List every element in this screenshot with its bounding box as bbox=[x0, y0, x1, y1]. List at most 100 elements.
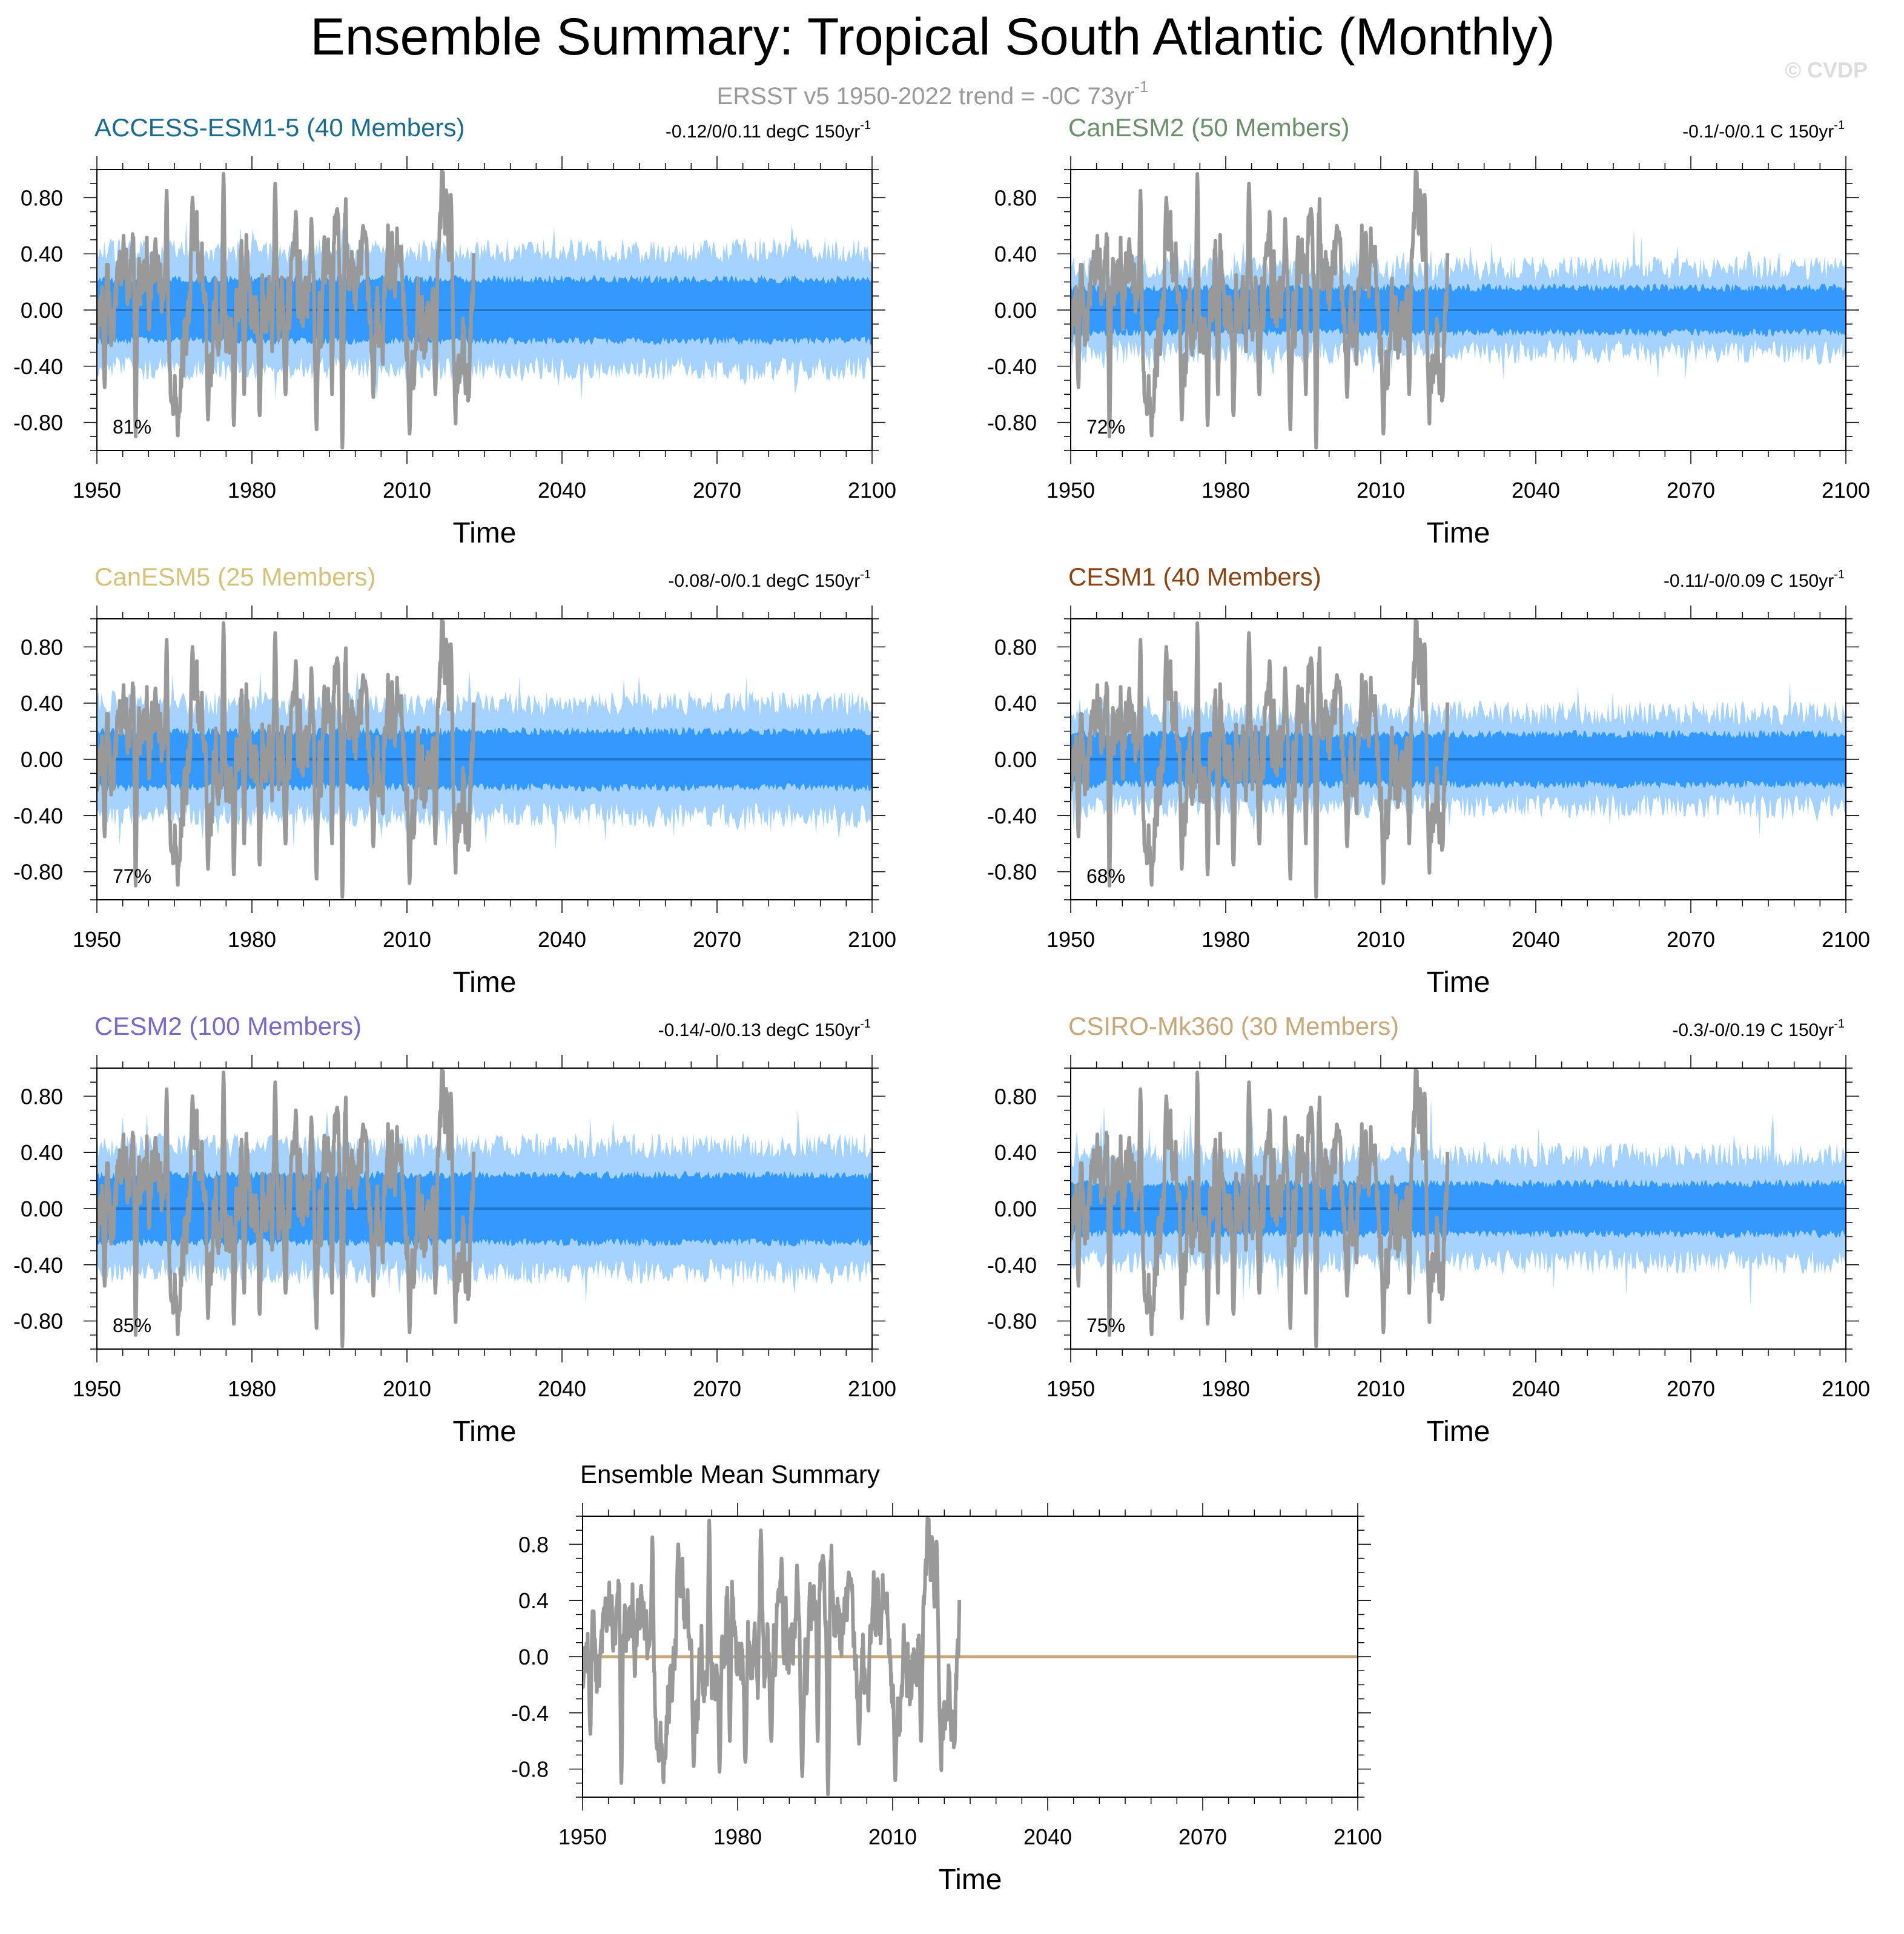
y-tick-label: 0.40 bbox=[994, 691, 1037, 716]
plot-area bbox=[1071, 619, 1846, 899]
figure-title: Ensemble Summary: Tropical South Atlanti… bbox=[310, 8, 1555, 66]
x-axis-label: Time bbox=[1427, 1416, 1490, 1448]
y-tick-label: 0.00 bbox=[21, 1196, 63, 1221]
panel-title: Ensemble Mean Summary bbox=[580, 1460, 880, 1488]
x-tick-label: 1980 bbox=[1202, 927, 1250, 952]
chart-panel: 0.80 0.40 0.00 -0.40 -0.80 1950 1980 2010 2040 20… bbox=[987, 1012, 1870, 1448]
percent-label: 75% bbox=[1086, 1315, 1125, 1336]
x-tick-label: 2070 bbox=[693, 927, 741, 952]
y-tick-label: 0.00 bbox=[994, 298, 1037, 323]
x-tick-label: 1980 bbox=[228, 927, 276, 952]
trend-label: -0.1/-0/0.1 C 150yr-1 bbox=[1682, 119, 1845, 142]
percent-label: 72% bbox=[1086, 416, 1125, 438]
x-tick-label: 1950 bbox=[1046, 927, 1095, 952]
y-tick-label: -0.40 bbox=[13, 1253, 63, 1278]
y-tick-label: 0.4 bbox=[518, 1588, 549, 1613]
x-axis-label: Time bbox=[453, 517, 517, 549]
percent-label: 85% bbox=[113, 1315, 151, 1336]
y-tick-label: 0.80 bbox=[994, 1084, 1037, 1109]
percent-label: 68% bbox=[1086, 865, 1125, 887]
y-tick-label: -0.40 bbox=[13, 804, 63, 828]
subtitle-text: ERSST v5 1950-2022 trend = -0C 73yr bbox=[717, 83, 1135, 110]
x-tick-label: 1980 bbox=[228, 478, 276, 503]
x-tick-label: 2040 bbox=[1023, 1824, 1072, 1849]
observed-series-line bbox=[1071, 619, 1450, 899]
y-tick-label: 0.40 bbox=[21, 691, 63, 716]
plot-area bbox=[1071, 1068, 1846, 1348]
y-tick-label: 0.00 bbox=[21, 747, 63, 772]
x-axis-label: Time bbox=[453, 1416, 517, 1448]
x-tick-label: 2070 bbox=[1667, 1376, 1715, 1401]
y-tick-label: 0.80 bbox=[994, 185, 1037, 210]
x-axis-label: Time bbox=[453, 966, 517, 998]
x-tick-label: 2100 bbox=[1822, 927, 1870, 952]
y-tick-label: 0.00 bbox=[994, 747, 1037, 772]
x-tick-label: 2070 bbox=[693, 1376, 741, 1401]
y-tick-label: -0.80 bbox=[987, 1309, 1037, 1334]
x-tick-label: 1980 bbox=[1202, 478, 1250, 503]
x-tick-label: 2100 bbox=[1334, 1824, 1382, 1849]
y-tick-label: 0.80 bbox=[21, 635, 63, 659]
x-tick-label: 2010 bbox=[1357, 1376, 1405, 1401]
panel-title: CSIRO-Mk360 (30 Members) bbox=[1068, 1012, 1399, 1040]
trend-label: -0.08/-0/0.1 degC 150yr-1 bbox=[668, 568, 871, 591]
x-tick-label: 2040 bbox=[538, 927, 586, 952]
y-tick-label: -0.40 bbox=[987, 804, 1037, 828]
plot-area bbox=[583, 1516, 1358, 1797]
x-tick-label: 2010 bbox=[383, 478, 431, 503]
x-tick-label: 2010 bbox=[383, 927, 431, 952]
y-tick-label: -0.40 bbox=[987, 1253, 1037, 1278]
plot-area bbox=[97, 1068, 872, 1348]
x-tick-label: 2010 bbox=[1357, 927, 1405, 952]
y-tick-label: -0.8 bbox=[511, 1757, 549, 1782]
trend-label: -0.12/0/0.11 degC 150yr-1 bbox=[666, 119, 871, 142]
x-tick-label: 2010 bbox=[868, 1824, 917, 1849]
y-tick-label: -0.80 bbox=[13, 1309, 63, 1334]
chart-panel: 0.80 0.40 0.00 -0.40 -0.80 1950 1980 2010 2040 20… bbox=[987, 563, 1870, 998]
x-axis-label: Time bbox=[939, 1864, 1002, 1896]
x-tick-label: 2100 bbox=[848, 1376, 896, 1401]
panel-title: CESM2 (100 Members) bbox=[94, 1012, 362, 1040]
x-tick-label: 2040 bbox=[538, 1376, 586, 1401]
trend-label: -0.14/-0/0.13 degC 150yr-1 bbox=[658, 1017, 871, 1040]
x-tick-label: 1950 bbox=[558, 1824, 607, 1849]
x-tick-label: 2010 bbox=[383, 1376, 431, 1401]
chart-panel: 0.80 0.40 0.00 -0.40 -0.80 1950 1980 2010 2040 20… bbox=[13, 563, 896, 998]
x-tick-label: 1950 bbox=[1046, 478, 1095, 503]
plot-area bbox=[97, 170, 872, 450]
x-tick-label: 2040 bbox=[1512, 927, 1560, 952]
figure-subtitle: ERSST v5 1950-2022 trend = -0C 73yr-1 bbox=[717, 78, 1149, 110]
x-tick-label: 2040 bbox=[1512, 1376, 1560, 1401]
x-tick-label: 1950 bbox=[73, 1376, 121, 1401]
subtitle-superscript: -1 bbox=[1134, 78, 1148, 96]
x-tick-label: 1950 bbox=[73, 927, 121, 952]
observed-series-line bbox=[583, 1516, 962, 1797]
x-tick-label: 2040 bbox=[1512, 478, 1560, 503]
observed-series-line bbox=[97, 170, 476, 450]
observed-series-line bbox=[97, 1068, 476, 1348]
y-tick-label: 0.80 bbox=[21, 185, 63, 210]
observed-series-line bbox=[1071, 1068, 1450, 1348]
x-axis-label: Time bbox=[1427, 966, 1490, 998]
y-tick-label: 0.40 bbox=[994, 242, 1037, 266]
y-tick-label: 0.40 bbox=[994, 1140, 1037, 1165]
y-tick-label: 0.80 bbox=[994, 635, 1037, 659]
observed-series-line bbox=[1071, 170, 1450, 450]
percent-label: 77% bbox=[113, 865, 151, 887]
x-tick-label: 2100 bbox=[1822, 478, 1870, 503]
x-tick-label: 2070 bbox=[1178, 1824, 1227, 1849]
trend-label: -0.3/-0/0.19 C 150yr-1 bbox=[1672, 1017, 1845, 1040]
percent-label: 81% bbox=[113, 416, 151, 438]
panel-title: CESM1 (40 Members) bbox=[1068, 563, 1321, 591]
x-tick-label: 1980 bbox=[228, 1376, 276, 1401]
y-tick-label: -0.40 bbox=[13, 354, 63, 379]
x-tick-label: 1980 bbox=[713, 1824, 762, 1849]
chart-panel: 0.80 0.40 0.00 -0.40 -0.80 1950 1980 2010 2040 20… bbox=[13, 1012, 896, 1448]
panels: 0.80 0.40 0.00 -0.40 -0.80 1950 1980 2010 2040 20… bbox=[13, 113, 1870, 1896]
y-tick-label: -0.80 bbox=[987, 860, 1037, 885]
y-tick-label: -0.80 bbox=[13, 860, 63, 885]
panel-title: CanESM5 (25 Members) bbox=[94, 563, 375, 591]
x-tick-label: 2100 bbox=[848, 927, 896, 952]
x-tick-label: 1950 bbox=[1046, 1376, 1095, 1401]
